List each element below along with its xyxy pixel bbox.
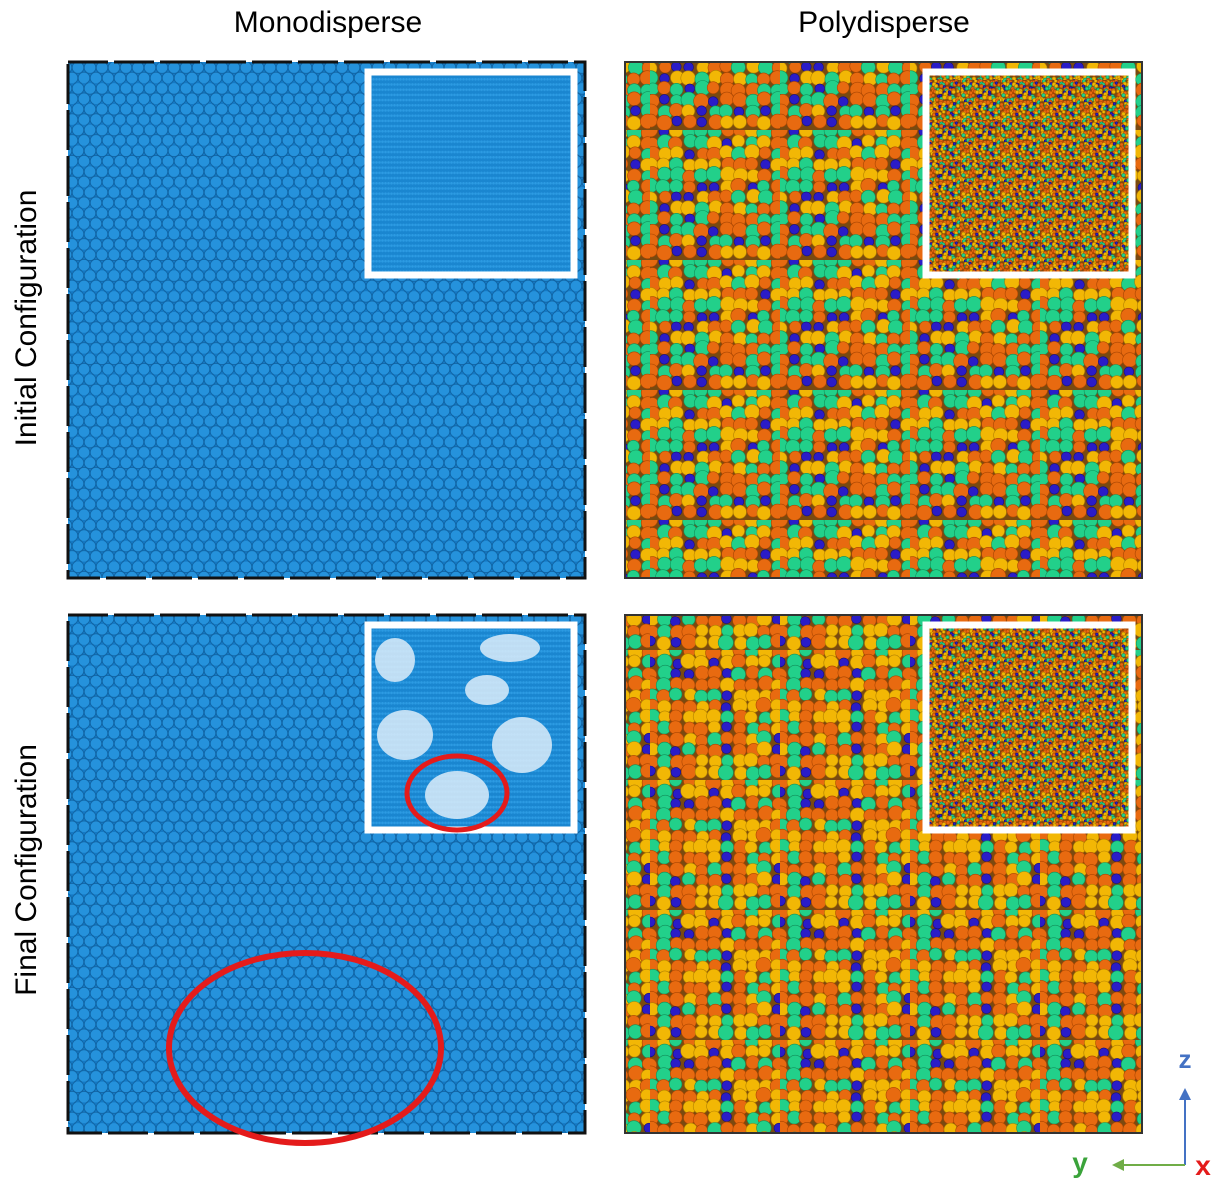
row-title: Final Configuration [10,744,43,996]
z-arrowhead [1179,1088,1191,1100]
z-label: z [1179,1044,1192,1074]
crystal-region [465,675,509,705]
mono-final-inset [368,625,574,830]
x-label: x [1195,1150,1211,1181]
crystal-region [377,710,433,760]
column-title: Monodisperse [234,6,422,39]
column-title: Polydisperse [798,6,970,39]
mono-initial-inset [368,72,574,275]
crystal-region [425,771,489,819]
crystal-region [375,638,415,682]
y-label: y [1072,1147,1088,1178]
page: Monodisperse Polydisperse Initial Config… [0,0,1225,1181]
poly-final-inset [926,625,1132,830]
row-title: Initial Configuration [10,190,43,447]
crystal-region [480,634,540,662]
crystal-region [492,717,552,773]
y-arrowhead [1112,1159,1124,1171]
poly-initial-inset [926,72,1132,275]
figure: Monodisperse Polydisperse Initial Config… [0,0,1225,1181]
